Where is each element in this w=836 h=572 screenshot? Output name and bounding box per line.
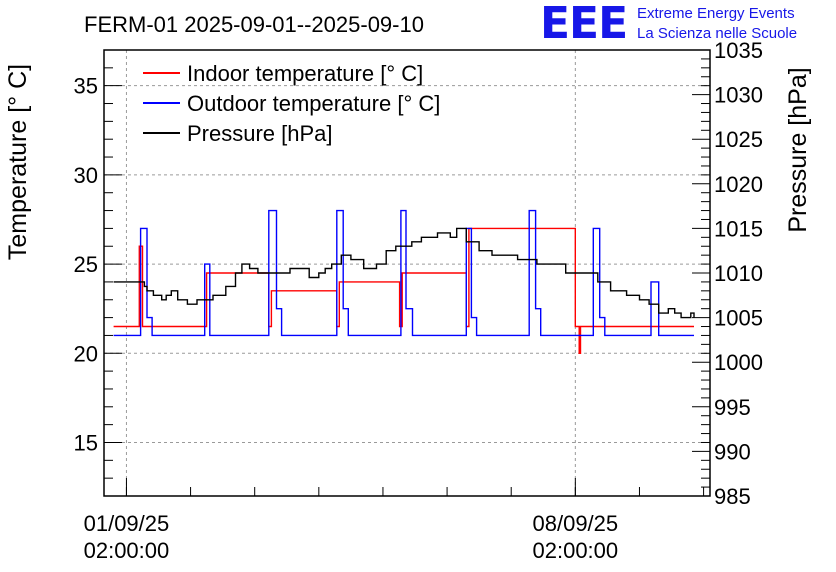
series-line-2 — [113, 209, 694, 337]
series-line-1 — [113, 227, 694, 354]
plot-frame — [103, 49, 711, 497]
legend-label: Indoor temperature [° C] — [187, 61, 423, 86]
legend: Indoor temperature [° C] Outdoor temperat… — [143, 61, 440, 146]
y-axis-title: Temperature [° C] — [4, 64, 32, 260]
legend-label: Pressure [hPa] — [187, 121, 333, 146]
eee-logo: EEE — [540, 0, 628, 49]
y2-tick-label: 985 — [714, 484, 751, 509]
y2-tick-label: 1035 — [714, 38, 763, 63]
x-tick-label: 08/09/25 — [533, 511, 619, 536]
brand-block: EEE Extreme Energy Events La Scienza nel… — [540, 2, 830, 46]
y2-axis-title: Pressure [hPa] — [784, 67, 812, 232]
brand-tagline: La Scienza nelle Scuole — [637, 25, 798, 42]
y-tick-label: 25 — [74, 252, 98, 277]
chart-title: FERM-01 2025-09-01--2025-09-10 — [84, 12, 424, 37]
x-tick-label: 01/09/25 — [84, 511, 170, 536]
y2-tick-label: 1015 — [714, 216, 763, 241]
y2-tick-label: 1010 — [714, 261, 763, 286]
y-tick-label: 35 — [74, 74, 98, 99]
y2-tick-label: 1020 — [714, 172, 763, 197]
y-tick-label: 20 — [74, 341, 98, 366]
axis-ticks — [104, 49, 710, 497]
y2-tick-label: 995 — [714, 395, 751, 420]
y2-tick-label: 1000 — [714, 350, 763, 375]
series-layer — [113, 209, 695, 354]
y-tick-label: 15 — [74, 430, 98, 455]
y-tick-label: 30 — [74, 163, 98, 188]
y2-tick-label: 1025 — [714, 127, 763, 152]
y2-tick-label: 1005 — [714, 306, 763, 331]
y2-tick-label: 990 — [714, 439, 751, 464]
x-tick-label: 02:00:00 — [533, 538, 619, 563]
series-line-3 — [113, 227, 695, 319]
legend-label: Outdoor temperature [° C] — [187, 91, 440, 116]
axis-labels: 15 20 25 30 35 985 990 995 1000 1005 1010 1015 1020 1… — [74, 38, 763, 563]
y2-tick-label: 1030 — [714, 83, 763, 108]
brand-name: Extreme Energy Events — [637, 5, 795, 22]
x-tick-label: 02:00:00 — [84, 538, 170, 563]
